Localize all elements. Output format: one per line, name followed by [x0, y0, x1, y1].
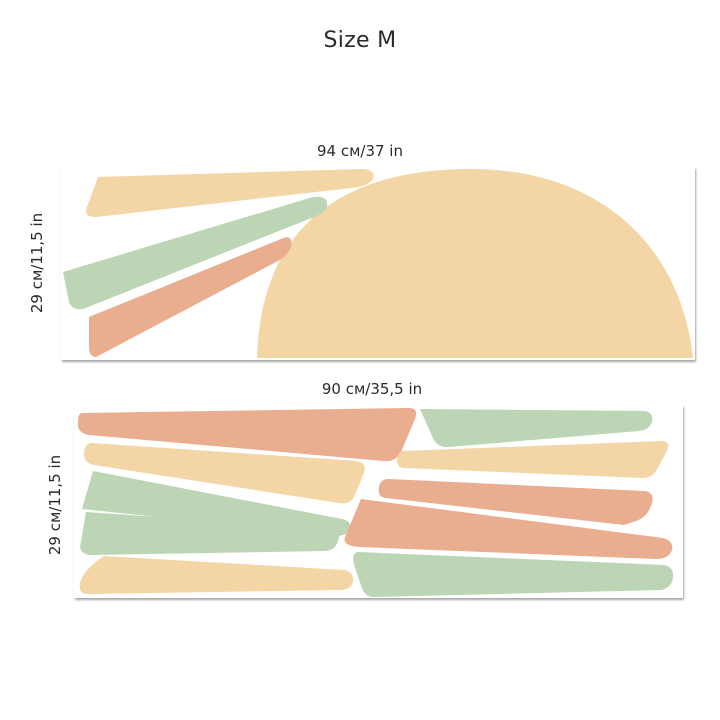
ray-shape	[77, 408, 417, 462]
ray-shape	[63, 196, 328, 310]
sun-half-circle	[257, 169, 693, 358]
ray-shape	[83, 443, 365, 504]
ray-shape	[79, 556, 354, 594]
size-title: Size M	[323, 28, 397, 53]
ray-shape	[420, 409, 653, 448]
ray-shape	[344, 499, 673, 559]
sheet-1-height-label: 29 см/11,5 in	[28, 212, 46, 314]
ray-shape	[353, 552, 674, 597]
ray-shape	[396, 441, 669, 478]
ray-shape	[89, 237, 292, 357]
ray-shape	[378, 479, 653, 525]
ray-shape	[80, 512, 340, 556]
ray-shape	[82, 471, 351, 536]
sheet-2-width-label: 90 см/35,5 in	[321, 380, 423, 398]
sheet-2-artwork	[77, 408, 674, 597]
sheet-2	[74, 405, 683, 598]
sheet-1-width-label: 94 см/37 in	[316, 142, 403, 160]
sheet-1-artwork	[63, 169, 693, 358]
ray-shape	[86, 169, 374, 217]
sheet-1	[61, 167, 695, 360]
sheet-2-height-label: 29 см/11,5 in	[46, 454, 64, 556]
